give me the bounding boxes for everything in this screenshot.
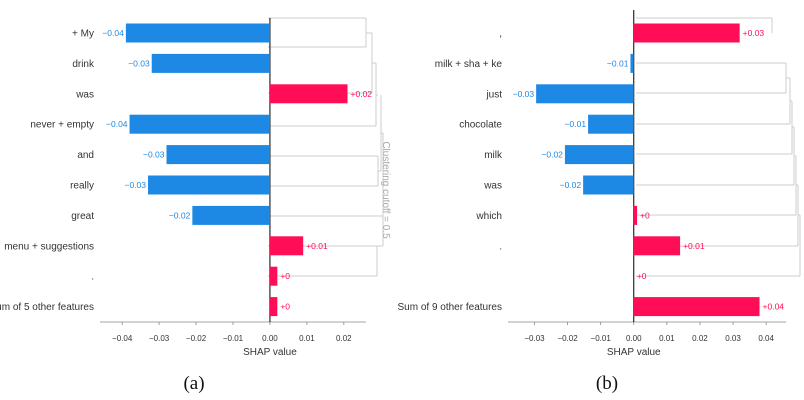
data-label: −0.03 [128,58,150,68]
data-label: −0.02 [169,210,191,220]
data-label: +0.01 [683,241,705,251]
category-label: just [485,89,502,100]
x-axis-title: SHAP value [243,347,297,358]
x-tick-label: 0.00 [626,334,642,343]
category-label: milk [484,150,503,161]
data-label: −0.02 [541,150,563,160]
caption-a: (a) [183,373,204,394]
data-label: +0.04 [763,302,785,312]
category-label: chocolate [459,120,502,131]
x-axis-title: SHAP value [607,347,661,358]
data-label: +0 [637,271,647,281]
data-label: −0.02 [560,180,582,190]
data-label: −0.01 [607,58,629,68]
category-label: great [71,211,94,222]
category-label: was [75,89,94,100]
category-label: + My [72,29,94,40]
panel-a: −0.04 −0.03 −0.02 −0.01 0.00 0.01 0.02 SHAP val… [0,17,384,358]
bar [583,175,634,195]
bar [536,84,634,104]
data-label: −0.03 [143,150,165,160]
category-label: milk + sha + ke [435,59,503,70]
bar [564,145,634,165]
bar [129,114,270,134]
category-label: which [475,211,502,222]
bar [192,205,270,225]
x-tick-label: 0.04 [758,334,774,343]
data-label: −0.04 [106,119,128,129]
bar [166,145,270,165]
bar [633,205,638,225]
clustering-cutoff-label: Clustering cutoff = 0.5 [380,141,391,239]
bar [630,53,634,73]
bar [151,53,270,73]
bar [633,297,760,317]
bar [148,175,270,195]
caption-b: (b) [596,373,618,394]
category-label: was [483,181,502,192]
category-label: menu + suggestions [4,241,94,252]
x-tick-label: 0.01 [299,334,315,343]
x-tick-label: 0.02 [336,334,352,343]
bar [269,297,278,317]
dendrogram [636,17,801,277]
category-label: . [499,241,502,252]
category-label: , [499,29,502,40]
bar [269,266,278,286]
bar [588,114,634,134]
bar [633,236,681,256]
x-tick-label: −0.02 [557,334,578,343]
x-tick-label: −0.03 [149,334,170,343]
x-tick-label: −0.02 [186,334,207,343]
panel-b: −0.03 −0.02 −0.01 0.00 0.01 0.02 0.03 0.04 SHAP … [397,10,801,358]
category-label: never + empty [30,120,94,131]
category-label: Sum of 5 other features [0,302,94,313]
x-tick-label: −0.04 [112,334,133,343]
data-label: +0 [280,302,290,312]
data-label: −0.04 [102,28,124,38]
bar [125,23,270,43]
category-label: Sum of 9 other features [397,302,502,313]
category-label: . [91,272,94,283]
data-label: +0.01 [306,241,328,251]
data-label: +0.02 [351,89,373,99]
category-label: and [77,150,94,161]
category-label: really [70,181,94,192]
x-tick-label: −0.03 [524,334,545,343]
data-label: −0.01 [565,119,587,129]
x-tick-label: 0.03 [725,334,741,343]
data-label: −0.03 [513,89,535,99]
x-tick-label: 0.01 [659,334,675,343]
data-label: +0 [280,271,290,281]
x-tick-label: 0.02 [692,334,708,343]
data-label: +0.03 [743,28,765,38]
data-label: +0 [640,210,650,220]
bar [269,84,348,104]
bar [633,23,740,43]
bar [269,236,304,256]
data-label: −0.03 [125,180,147,190]
x-tick-label: −0.01 [223,334,244,343]
x-tick-label: 0.00 [262,334,278,343]
category-label: drink [72,59,95,70]
x-tick-label: −0.01 [591,334,612,343]
